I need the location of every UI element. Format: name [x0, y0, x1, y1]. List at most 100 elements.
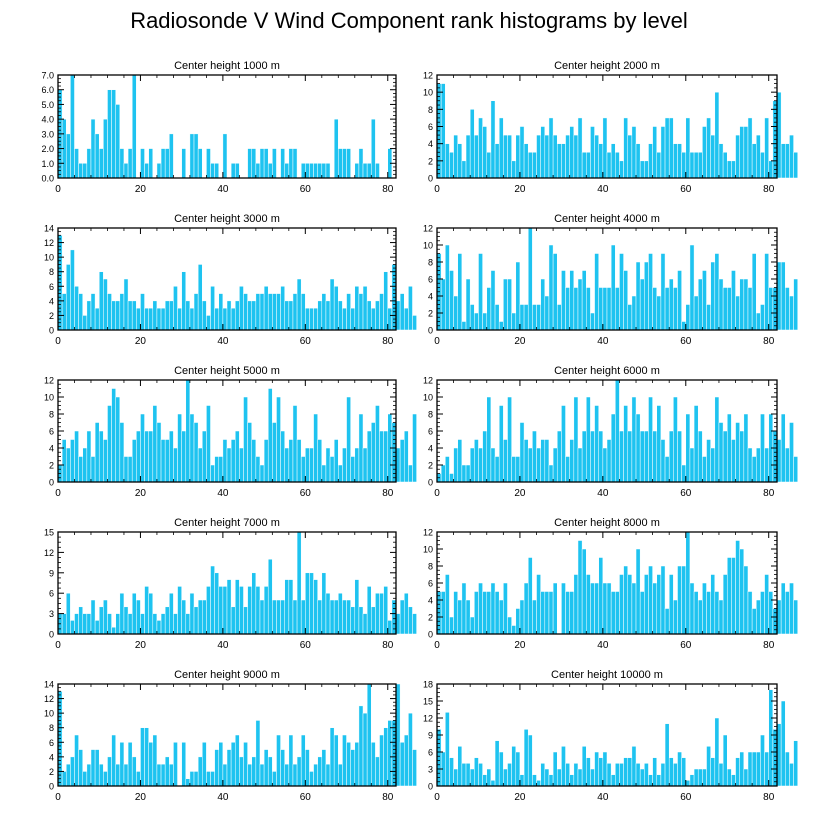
- panel-title: Center height 2000 m: [554, 60, 660, 72]
- histogram-bar: [342, 599, 347, 635]
- histogram-bar: [342, 734, 347, 787]
- histogram-bar: [764, 751, 769, 787]
- histogram-bar: [619, 430, 624, 483]
- histogram-bar: [366, 683, 372, 787]
- histogram-bar: [329, 727, 335, 787]
- histogram-bar: [598, 757, 604, 787]
- histogram-bar: [65, 763, 71, 787]
- histogram-bar: [673, 287, 678, 331]
- histogram-bar: [718, 763, 724, 787]
- histogram-bar: [387, 307, 393, 331]
- histogram-bar: [61, 613, 67, 635]
- histogram-bar: [714, 591, 720, 635]
- histogram-bar: [581, 152, 587, 179]
- histogram-bar: [540, 763, 546, 787]
- histogram-bar: [490, 447, 496, 483]
- histogram-bar: [338, 300, 343, 331]
- histogram-bar: [214, 307, 220, 331]
- y-tick-label: 2: [49, 311, 54, 321]
- histogram-bar: [494, 456, 500, 483]
- histogram-bar: [144, 586, 149, 635]
- histogram-bar: [573, 287, 579, 331]
- histogram-bar: [548, 774, 554, 787]
- y-tick-label: 15: [44, 528, 54, 538]
- histogram-bar: [561, 582, 566, 635]
- histogram-bar: [276, 396, 281, 483]
- histogram-bar: [107, 293, 112, 331]
- y-tick-label: 6: [49, 282, 54, 292]
- histogram-bar: [181, 271, 187, 331]
- histogram-bar: [615, 763, 620, 787]
- histogram-bar: [239, 286, 244, 331]
- y-tick-label: 8: [49, 723, 54, 733]
- histogram-bar: [706, 591, 711, 635]
- histogram-bar: [793, 278, 798, 331]
- histogram-bar: [556, 768, 562, 787]
- histogram-bar: [259, 148, 265, 179]
- histogram-bar: [602, 582, 608, 635]
- histogram-bar: [189, 592, 195, 635]
- histogram-bar: [523, 143, 529, 179]
- histogram-bar: [82, 771, 88, 787]
- histogram-bar: [123, 278, 129, 331]
- histogram-bar: [453, 134, 458, 179]
- histogram-bar: [722, 574, 728, 635]
- histogram-bar: [70, 439, 75, 483]
- histogram-bar: [185, 613, 191, 635]
- histogram-bar: [486, 396, 492, 483]
- y-tick-label: 12: [423, 224, 433, 234]
- histogram-bar: [449, 473, 454, 483]
- histogram-bar: [486, 287, 492, 331]
- histogram-bar: [731, 439, 736, 483]
- histogram-bar: [469, 768, 475, 787]
- histogram-bar: [693, 152, 699, 179]
- histogram-bar: [751, 456, 757, 483]
- histogram-bar: [503, 768, 508, 787]
- histogram-bar: [627, 430, 633, 483]
- x-tick-label: 0: [434, 640, 440, 651]
- histogram-bar: [358, 413, 364, 483]
- histogram-bar: [325, 592, 331, 635]
- histogram-bar: [540, 439, 546, 483]
- histogram-bar: [590, 312, 595, 331]
- histogram-panel-10: Center height 10000 m 0 20 40 60 80 0 3 6 9 12 15 18: [423, 669, 798, 803]
- histogram-bar: [789, 134, 794, 179]
- histogram-bar: [751, 143, 757, 179]
- histogram-bar: [478, 447, 483, 483]
- x-tick-label: 40: [217, 792, 229, 803]
- histogram-bar: [300, 734, 306, 787]
- x-tick-label: 60: [680, 336, 692, 347]
- histogram-bar: [731, 160, 736, 179]
- histogram-bar: [565, 287, 570, 331]
- histogram-bar: [743, 278, 749, 331]
- histogram-bar: [594, 134, 599, 179]
- histogram-bar: [148, 742, 154, 787]
- histogram-bar: [354, 163, 360, 179]
- histogram-bar: [536, 780, 541, 787]
- histogram-bar: [718, 599, 724, 635]
- histogram-bar: [272, 293, 277, 331]
- histogram-bar: [536, 574, 541, 635]
- histogram-bar: [569, 270, 575, 331]
- histogram-bar: [586, 757, 591, 787]
- histogram-bar: [350, 307, 356, 331]
- histogram-bar: [375, 592, 380, 635]
- histogram-bar: [598, 430, 604, 483]
- histogram-bar: [465, 763, 471, 787]
- histogram-bar: [780, 413, 786, 483]
- histogram-bar: [399, 599, 405, 635]
- histogram-bar: [445, 574, 450, 635]
- histogram-bar: [540, 278, 546, 331]
- histogram-bar: [362, 447, 368, 483]
- histogram-bar: [387, 620, 393, 635]
- histogram-bar: [144, 430, 149, 483]
- histogram-bar: [453, 447, 458, 483]
- histogram-bar: [478, 582, 483, 635]
- histogram-bar: [74, 613, 79, 635]
- histogram-bar: [412, 613, 417, 635]
- histogram-bar: [222, 763, 228, 787]
- histogram-bar: [193, 133, 199, 179]
- histogram-bar: [325, 163, 331, 179]
- histogram-bar: [515, 261, 521, 331]
- histogram-bar: [350, 456, 356, 483]
